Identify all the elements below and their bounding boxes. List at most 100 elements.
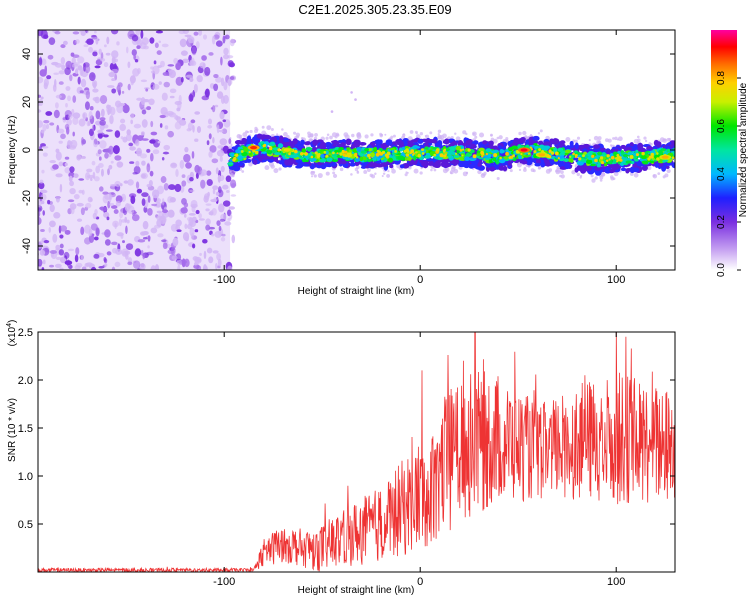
- noise-region: [38, 30, 237, 270]
- band-haze: [293, 131, 297, 135]
- colorbar-tick-label: 0.8: [716, 71, 727, 85]
- svg-text:(x104): (x104): [6, 320, 18, 347]
- noise-blob: [195, 41, 200, 49]
- noise-blob: [149, 153, 154, 162]
- band-core: [603, 163, 608, 167]
- band-haze: [663, 138, 667, 142]
- band-envelope: [253, 159, 258, 165]
- noise-blob: [111, 88, 117, 94]
- noise-blob: [206, 179, 213, 187]
- noise-blob: [39, 179, 44, 184]
- band-haze: [518, 131, 522, 136]
- noise-blob: [40, 189, 48, 194]
- band-haze: [617, 136, 623, 142]
- noise-blob: [58, 70, 65, 75]
- noise-blob: [64, 229, 71, 235]
- band-core: [311, 157, 317, 162]
- band-haze: [270, 127, 274, 132]
- noise-blob: [75, 247, 80, 256]
- band-envelope: [582, 143, 591, 149]
- band-envelope: [290, 158, 296, 163]
- band-speckle: [255, 150, 259, 155]
- band-haze: [364, 134, 369, 139]
- noise-blob: [207, 118, 213, 125]
- noise-blob: [81, 155, 86, 159]
- noise-blob: [98, 156, 102, 161]
- band-envelope: [507, 160, 512, 167]
- noise-blob: [129, 161, 135, 164]
- band-haze: [593, 135, 599, 141]
- band-peak: [661, 155, 669, 159]
- noise-blob: [172, 237, 179, 247]
- band-haze: [261, 130, 267, 136]
- noise-blob: [111, 241, 118, 246]
- noise-blob: [136, 147, 143, 157]
- noise-blob: [231, 234, 236, 244]
- band-haze: [314, 133, 318, 137]
- band-speckle: [648, 155, 652, 159]
- noise-blob: [120, 234, 124, 239]
- band-haze: [556, 165, 560, 170]
- band-envelope: [488, 140, 494, 147]
- noise-blob: [140, 131, 145, 136]
- noise-blob: [125, 133, 132, 142]
- noise-blob: [191, 151, 195, 159]
- band-haze: [451, 165, 456, 170]
- band-core: [392, 156, 397, 161]
- band-core: [553, 147, 558, 153]
- band-haze: [229, 170, 232, 173]
- noise-blob: [38, 109, 42, 113]
- snr-ticks: -100 0 100 0.5 1.0 1.5 2.0 2.5: [18, 327, 675, 588]
- band-speckle: [650, 152, 655, 157]
- noise-blob: [78, 178, 85, 181]
- noise-blob: [59, 234, 64, 239]
- band-core: [373, 146, 378, 152]
- band-haze: [545, 168, 551, 174]
- band-envelope: [599, 148, 605, 152]
- noise-blob: [206, 247, 213, 254]
- snr-y-scale-exponent: 4: [6, 323, 13, 327]
- y-tick-label: 0: [21, 147, 33, 153]
- noise-blob: [95, 165, 100, 174]
- noise-blob: [187, 36, 195, 44]
- signal-band: [226, 91, 675, 183]
- noise-blob: [149, 170, 154, 177]
- noise-blob: [200, 179, 206, 189]
- noise-blob: [38, 182, 45, 190]
- band-envelope: [465, 139, 472, 146]
- band-speckle: [635, 153, 639, 157]
- snr-y-tick-label: 1.0: [18, 471, 33, 483]
- noise-blob: [150, 70, 155, 74]
- noise-blob: [148, 98, 155, 106]
- band-core: [587, 153, 593, 157]
- noise-blob: [196, 75, 203, 83]
- band-haze: [379, 134, 383, 138]
- noise-blob: [135, 160, 140, 167]
- band-haze: [455, 136, 461, 142]
- noise-blob: [104, 229, 111, 238]
- band-haze: [590, 174, 594, 178]
- noise-blob: [86, 38, 94, 45]
- noise-blob: [195, 172, 199, 179]
- noise-blob: [229, 38, 235, 47]
- noise-blob: [213, 83, 219, 92]
- noise-blob: [105, 129, 113, 132]
- band-envelope: [477, 163, 482, 167]
- noise-blob: [64, 162, 68, 167]
- band-haze: [613, 171, 619, 177]
- band-haze: [450, 136, 454, 140]
- noise-blob: [146, 163, 151, 173]
- band-peak: [283, 148, 291, 152]
- noise-blob: [140, 97, 146, 106]
- noise-blob: [161, 156, 165, 161]
- band-haze: [471, 131, 477, 137]
- noise-blob: [89, 72, 96, 82]
- noise-blob: [78, 118, 86, 127]
- band-core: [305, 155, 310, 161]
- noise-blob: [71, 63, 79, 68]
- band-core: [621, 158, 628, 163]
- noise-blob: [191, 46, 197, 56]
- band-core: [487, 153, 491, 158]
- noise-blob: [41, 267, 45, 270]
- noise-blob: [93, 138, 98, 145]
